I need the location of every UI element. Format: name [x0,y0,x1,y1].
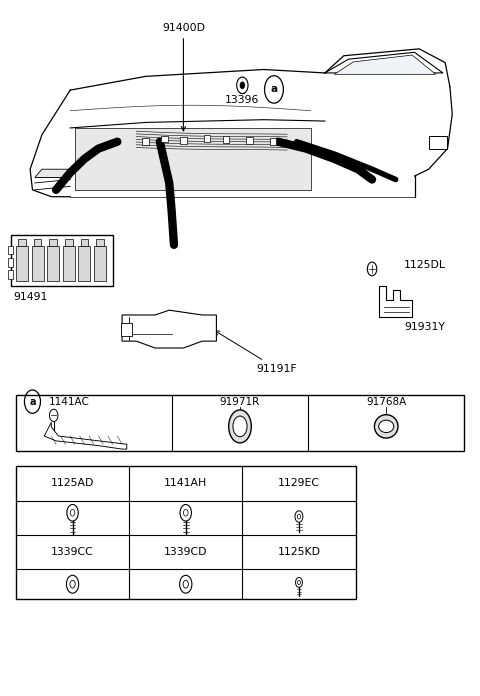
Bar [96,239,104,246]
Polygon shape [122,310,216,348]
Text: 1125KD: 1125KD [277,547,321,557]
Circle shape [240,82,245,89]
Text: 91971R: 91971R [220,397,260,406]
Ellipse shape [379,420,394,433]
Bar [16,466,356,599]
Bar [16,395,464,451]
Bar [8,258,12,267]
Bar [47,246,60,280]
Bar [18,239,26,246]
Text: 1129EC: 1129EC [278,478,320,489]
Bar [270,139,276,145]
Bar [63,246,75,280]
Text: a: a [29,397,36,406]
Polygon shape [35,169,70,177]
Bar [65,239,72,246]
Bar [34,239,41,246]
Text: 1141AC: 1141AC [49,397,90,406]
Bar [8,246,12,255]
Polygon shape [335,55,436,74]
Text: a: a [270,84,277,95]
Bar [429,136,446,148]
Bar [49,239,57,246]
Bar [143,139,149,145]
Text: 91191F: 91191F [215,331,297,374]
Polygon shape [75,128,311,190]
Polygon shape [379,286,412,317]
Text: 91931Y: 91931Y [404,322,445,333]
Bar [161,136,168,143]
Circle shape [233,416,247,436]
Bar [8,270,12,279]
Circle shape [237,77,248,93]
Bar [204,135,210,142]
Text: 1339CC: 1339CC [51,547,94,557]
Bar [16,246,28,280]
Bar [78,246,91,280]
Bar [11,235,113,286]
Circle shape [367,262,377,276]
Text: 1141AH: 1141AH [164,478,207,489]
Text: 1125AD: 1125AD [51,478,94,489]
Text: 1339CD: 1339CD [164,547,207,557]
Text: 13396: 13396 [225,89,260,105]
Circle shape [228,410,252,443]
Text: 91491: 91491 [13,292,48,301]
Bar [94,246,106,280]
Text: 1125DL: 1125DL [404,260,446,271]
Bar [246,137,253,144]
Bar [81,239,88,246]
Bar [121,323,132,335]
Text: 91768A: 91768A [366,397,407,406]
Ellipse shape [374,415,398,438]
Bar [223,136,229,143]
Polygon shape [44,422,127,449]
Bar [32,246,44,280]
Text: 91400D: 91400D [162,23,205,131]
Bar [180,137,187,144]
